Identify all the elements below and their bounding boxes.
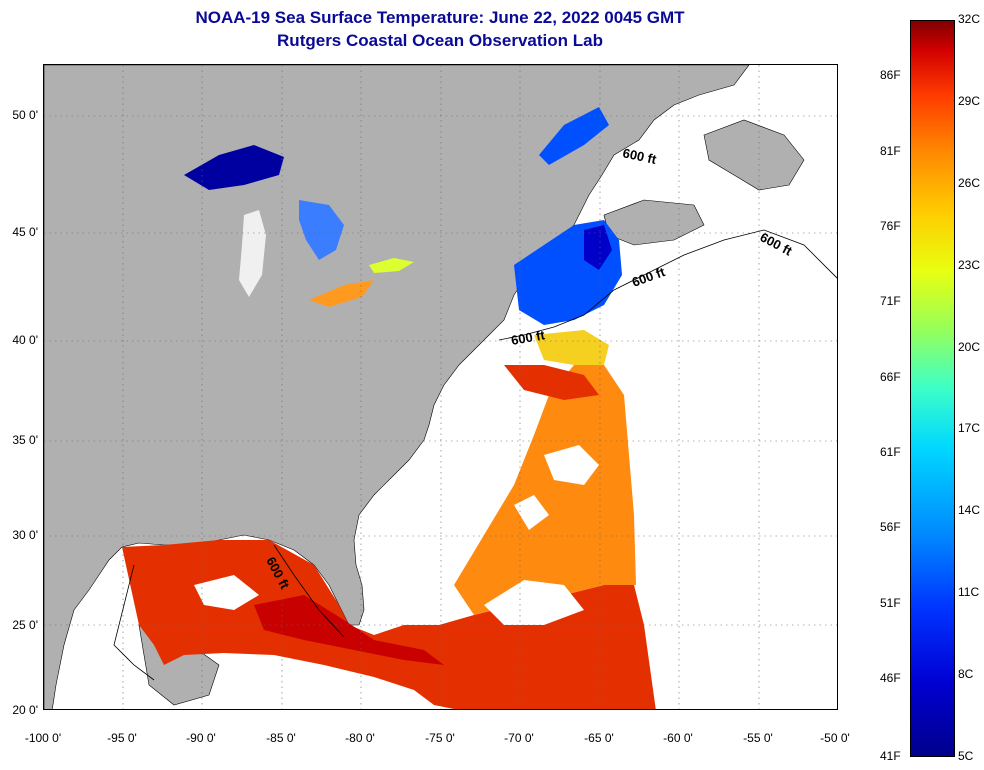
lon-label: -95 0' bbox=[107, 731, 137, 745]
lat-label: 35 0' bbox=[12, 433, 38, 447]
sst-st-lawrence bbox=[539, 107, 609, 165]
lon-label: -60 0' bbox=[663, 731, 693, 745]
colorbar-fahrenheit-label: 66F bbox=[880, 370, 901, 384]
sst-gulf-of-mexico bbox=[122, 540, 656, 709]
isobath-label: 600 ft bbox=[758, 229, 796, 259]
cloud-patch-5 bbox=[294, 670, 374, 695]
lon-label: -65 0' bbox=[584, 731, 614, 745]
lake-michigan bbox=[239, 210, 266, 297]
lat-label: 45 0' bbox=[12, 225, 38, 239]
lon-label: -50 0' bbox=[820, 731, 850, 745]
sst-atlantic-orange bbox=[454, 365, 636, 615]
lon-label: -75 0' bbox=[425, 731, 455, 745]
graticule bbox=[44, 65, 837, 709]
colorbar-fahrenheit-label: 51F bbox=[880, 596, 901, 610]
colorbar-celsius-label: 8C bbox=[958, 667, 974, 681]
lon-label: -90 0' bbox=[186, 731, 216, 745]
sst-gulf-hot bbox=[254, 595, 444, 665]
colorbar-celsius-label: 11C bbox=[958, 585, 980, 599]
sst-map-canvas: 600 ft 600 ft 600 ft 600 ft 600 ft bbox=[44, 65, 837, 709]
colorbar-celsius-label: 17C bbox=[958, 421, 981, 435]
cloud-patch-1 bbox=[484, 580, 584, 625]
cloud-patch-4 bbox=[514, 495, 549, 530]
sst-gulf-maine-cold bbox=[584, 225, 612, 270]
colorbar-fahrenheit-label: 46F bbox=[880, 671, 901, 685]
lake-huron bbox=[299, 200, 344, 260]
colorbar-fahrenheit-label: 41F bbox=[880, 749, 901, 763]
lon-label: -85 0' bbox=[266, 731, 296, 745]
lon-label: -70 0' bbox=[504, 731, 534, 745]
colorbar-fahrenheit-label: 71F bbox=[880, 294, 901, 308]
isobath-label: 600 ft bbox=[621, 145, 658, 167]
sst-gulfstream-red bbox=[504, 365, 599, 400]
temperature-colorbar bbox=[910, 20, 955, 757]
lat-label: 25 0' bbox=[12, 618, 38, 632]
lat-label: 20 0' bbox=[12, 703, 38, 717]
map-subtitle: Rutgers Coastal Ocean Observation Lab bbox=[277, 31, 603, 50]
lat-label: 50 0' bbox=[12, 108, 38, 122]
colorbar-celsius-label: 20C bbox=[958, 340, 981, 354]
colorbar-fahrenheit-label: 86F bbox=[880, 68, 901, 82]
colorbar-fahrenheit-label: 61F bbox=[880, 445, 901, 459]
colorbar-celsius-label: 29C bbox=[958, 94, 981, 108]
sst-shelf-yellow bbox=[534, 330, 609, 365]
lon-label: -55 0' bbox=[743, 731, 773, 745]
map-title: NOAA-19 Sea Surface Temperature: June 22… bbox=[195, 8, 685, 27]
land-newfoundland bbox=[703, 119, 805, 191]
lat-label: 30 0' bbox=[12, 528, 38, 542]
lon-label: -80 0' bbox=[345, 731, 375, 745]
cloud-patch-3 bbox=[544, 445, 599, 485]
land-nova-scotia bbox=[603, 199, 705, 246]
lake-erie bbox=[309, 280, 374, 307]
colorbar-celsius-label: 26C bbox=[958, 176, 981, 190]
colorbar-celsius-label: 23C bbox=[958, 258, 981, 272]
colorbar-fahrenheit-label: 76F bbox=[880, 219, 901, 233]
lake-ontario bbox=[369, 258, 414, 273]
isobath-label: 600 ft bbox=[510, 327, 547, 348]
colorbar-celsius-label: 14C bbox=[958, 503, 981, 517]
colorbar-celsius-label: 32C bbox=[958, 12, 981, 26]
lat-label: 40 0' bbox=[12, 333, 38, 347]
sst-map: 600 ft 600 ft 600 ft 600 ft 600 ft bbox=[43, 64, 838, 710]
lake-superior bbox=[184, 145, 284, 190]
colorbar-fahrenheit-label: 56F bbox=[880, 520, 901, 534]
cloud-patch-2 bbox=[194, 575, 259, 610]
colorbar-celsius-label: 5C bbox=[958, 749, 974, 763]
isobath-600ft bbox=[113, 229, 837, 681]
colorbar-fahrenheit-label: 81F bbox=[880, 144, 901, 158]
isobath-label: 600 ft bbox=[630, 264, 668, 290]
lon-label: -100 0' bbox=[24, 731, 62, 745]
